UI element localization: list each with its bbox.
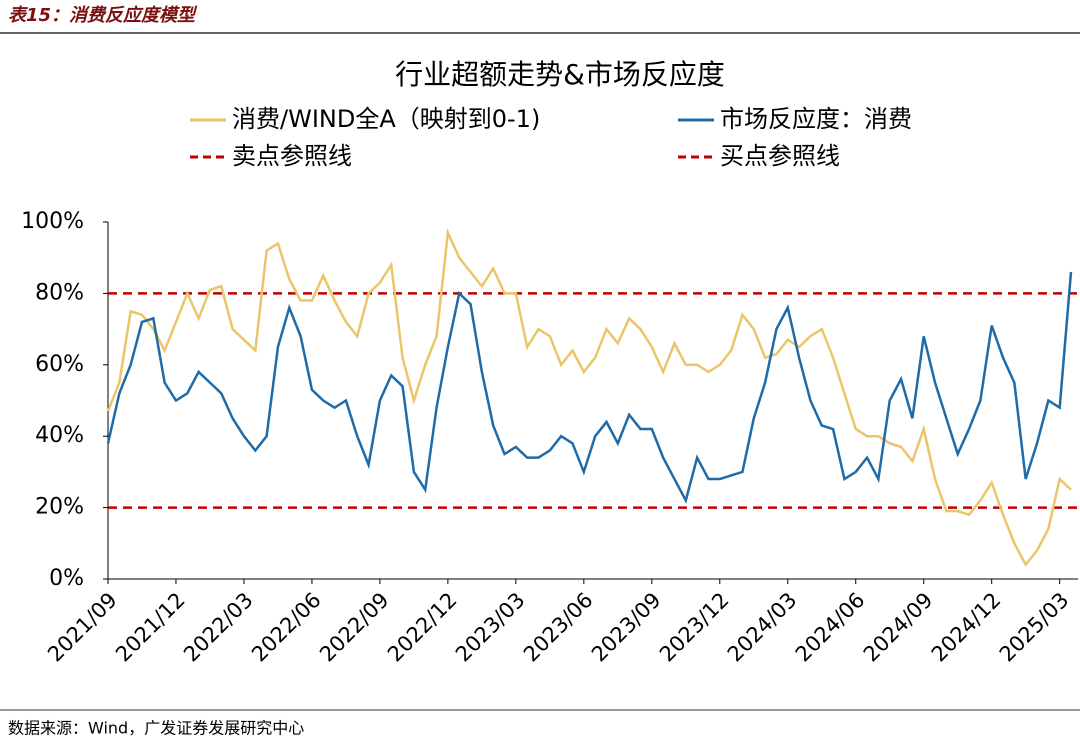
- y-tick-label: 100%: [21, 209, 84, 234]
- y-tick-label: 20%: [35, 495, 84, 520]
- x-tick-label: 2023/09: [587, 588, 666, 667]
- chart-title: 行业超额走势&市场反应度: [395, 58, 725, 91]
- header-title: 表15：消费反应度模型: [8, 5, 198, 26]
- legend-label: 买点参照线: [720, 142, 840, 170]
- x-tick-label: 2023/03: [451, 588, 530, 667]
- footer-source: 数据来源：Wind，广发证券发展研究中心: [8, 719, 304, 738]
- x-tick-label: 2024/03: [723, 588, 802, 667]
- x-tick-label: 2024/12: [927, 588, 1006, 667]
- x-tick-label: 2022/12: [383, 588, 462, 667]
- x-tick-label: 2023/06: [519, 588, 598, 667]
- x-tick-label: 2022/09: [315, 588, 394, 667]
- y-tick-label: 60%: [35, 352, 84, 377]
- x-tick-label: 2021/09: [43, 588, 122, 667]
- x-tick-label: 2022/06: [247, 588, 326, 667]
- y-tick-label: 80%: [35, 280, 84, 305]
- legend-label: 市场反应度：消费: [720, 105, 912, 133]
- x-tick-label: 2024/09: [859, 588, 938, 667]
- legend-label: 卖点参照线: [232, 142, 352, 170]
- x-tick-label: 2021/12: [111, 588, 190, 667]
- y-tick-label: 0%: [49, 566, 84, 591]
- series-line: [106, 271, 1073, 504]
- legend-label: 消费/WIND全A（映射到0-1): [232, 105, 540, 133]
- x-tick-label: 2022/03: [179, 588, 258, 667]
- y-tick-label: 40%: [35, 423, 84, 448]
- x-tick-label: 2024/06: [791, 588, 870, 667]
- series-line: [106, 228, 1072, 567]
- x-tick-label: 2023/12: [655, 588, 734, 667]
- x-tick-label: 2025/03: [995, 588, 1074, 667]
